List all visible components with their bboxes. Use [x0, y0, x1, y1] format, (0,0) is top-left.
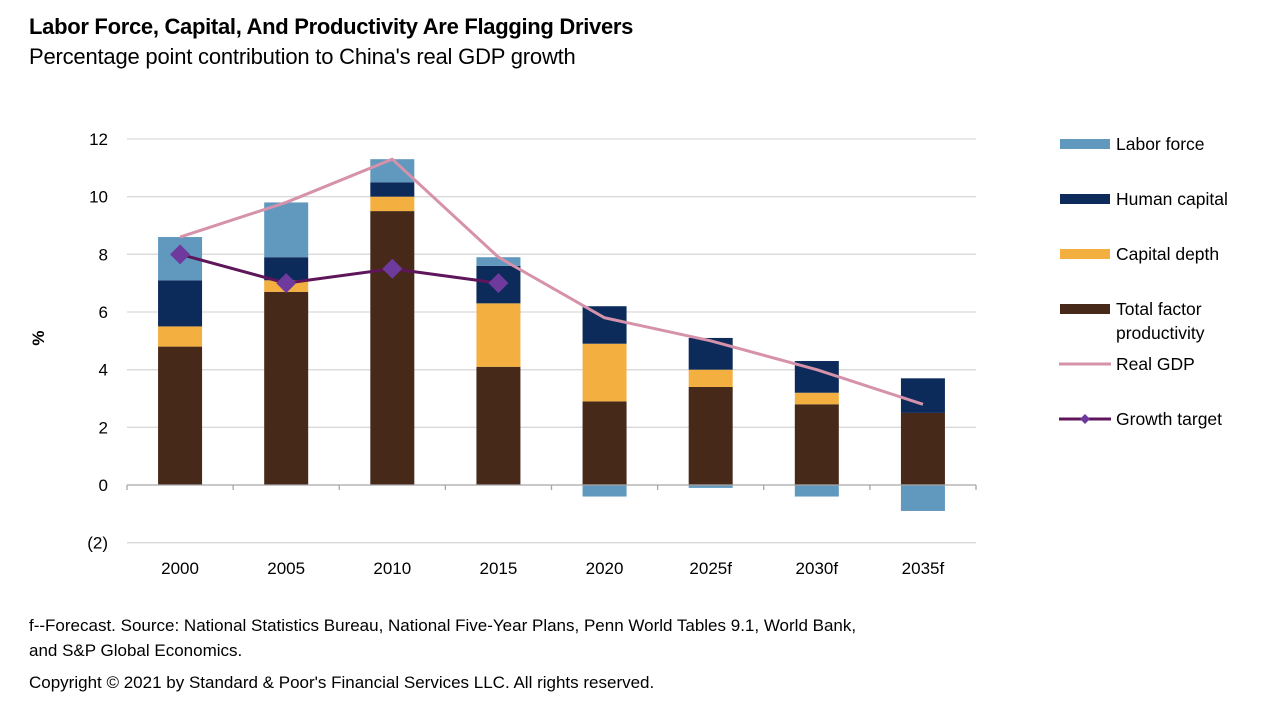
bar-segment-capital-depth	[582, 343, 627, 402]
legend-item: Total factor productivity	[1060, 299, 1205, 343]
bar-segment-capital-depth	[688, 369, 733, 387]
x-tick-label: 2010	[373, 559, 411, 578]
legend-label: Real GDP	[1116, 354, 1195, 374]
bar-segment-labor-force	[582, 485, 627, 497]
bar-segment-labor-force	[688, 485, 733, 488]
chart-title: Labor Force, Capital, And Productivity A…	[29, 14, 634, 39]
gridlines	[127, 138, 976, 544]
y-axis-label: %	[29, 330, 48, 345]
bars	[158, 159, 945, 511]
legend-item: Capital depth	[1060, 244, 1219, 264]
bar-segment-labor-force	[264, 202, 309, 258]
legend-item: Growth target	[1059, 409, 1222, 429]
legend-item: Labor force	[1060, 134, 1205, 154]
legend-swatch	[1060, 304, 1110, 314]
bar-segment-labor-force	[794, 485, 839, 497]
legend-marker	[1080, 414, 1090, 424]
growth-target-marker	[488, 273, 509, 294]
legend-label: Labor force	[1116, 134, 1205, 154]
legend-swatch	[1060, 249, 1110, 259]
bar-segment-total-factor-productivity	[900, 412, 945, 485]
bar-segment-human-capital	[158, 280, 203, 327]
x-axis: 2000 2005 2010 2015 2020 2025f 2030f 2035f	[126, 484, 977, 578]
x-tick-label: 2030f	[796, 559, 839, 578]
legend-label: Capital depth	[1116, 244, 1219, 264]
legend-label: Total factor	[1116, 299, 1202, 319]
y-tick-label: (2)	[87, 534, 108, 553]
chart-subtitle: Percentage point contribution to China's…	[29, 44, 576, 69]
x-tick-label: 2025f	[689, 559, 732, 578]
y-tick-label: 6	[99, 303, 108, 322]
legend-label: productivity	[1116, 323, 1205, 343]
bar-segment-human-capital	[582, 306, 627, 344]
y-axis-ticks: (2) 0 2 4 6 8 10 12	[87, 130, 108, 553]
bar-segment-total-factor-productivity	[370, 211, 415, 486]
bar-segment-total-factor-productivity	[158, 346, 203, 485]
bar-segment-capital-depth	[370, 196, 415, 212]
bar-segment-human-capital	[688, 337, 733, 370]
legend-swatch	[1060, 139, 1110, 149]
growth-target-marker	[382, 258, 403, 279]
bar-segment-labor-force	[476, 257, 521, 266]
legend-item: Real GDP	[1059, 354, 1195, 374]
growth-target-marker	[170, 244, 191, 265]
legend-label: Growth target	[1116, 409, 1222, 429]
bar-segment-total-factor-productivity	[582, 401, 627, 485]
y-tick-label: 4	[99, 361, 108, 380]
bar-segment-labor-force	[900, 485, 945, 511]
bar-segment-total-factor-productivity	[794, 404, 839, 485]
bar-segment-human-capital	[900, 378, 945, 413]
x-tick-label: 2005	[267, 559, 305, 578]
y-tick-label: 8	[99, 245, 108, 264]
y-tick-label: 12	[89, 130, 108, 149]
bar-segment-total-factor-productivity	[688, 386, 733, 485]
line-series	[170, 157, 924, 406]
bar-segment-capital-depth	[158, 326, 203, 347]
growth-target-marker	[276, 273, 297, 294]
bar-segment-total-factor-productivity	[264, 291, 309, 485]
x-tick-label: 2000	[161, 559, 199, 578]
bar-segment-total-factor-productivity	[476, 366, 521, 485]
bar-segment-human-capital	[370, 182, 415, 197]
y-tick-label: 2	[99, 418, 108, 437]
legend-swatch	[1060, 194, 1110, 204]
x-tick-label: 2015	[480, 559, 518, 578]
legend: Labor force Human capital Capital depth Tot…	[1059, 134, 1228, 429]
legend-item: Human capital	[1060, 189, 1228, 209]
source-note-line2: and S&P Global Economics.	[29, 641, 243, 660]
bar-segment-labor-force	[370, 159, 415, 183]
bar-segment-human-capital	[264, 257, 309, 281]
bar-segment-capital-depth	[476, 303, 521, 367]
y-tick-label: 10	[89, 188, 108, 207]
bar-segment-capital-depth	[794, 392, 839, 405]
real-gdp-line	[179, 157, 924, 406]
legend-label: Human capital	[1116, 189, 1228, 209]
x-tick-label: 2020	[586, 559, 624, 578]
copyright-note: Copyright © 2021 by Standard & Poor's Fi…	[29, 673, 655, 692]
source-note-line1: f--Forecast. Source: National Statistics…	[29, 616, 857, 635]
x-tick-label: 2035f	[902, 559, 945, 578]
y-tick-label: 0	[99, 476, 108, 495]
growth-target-line	[179, 252, 499, 285]
